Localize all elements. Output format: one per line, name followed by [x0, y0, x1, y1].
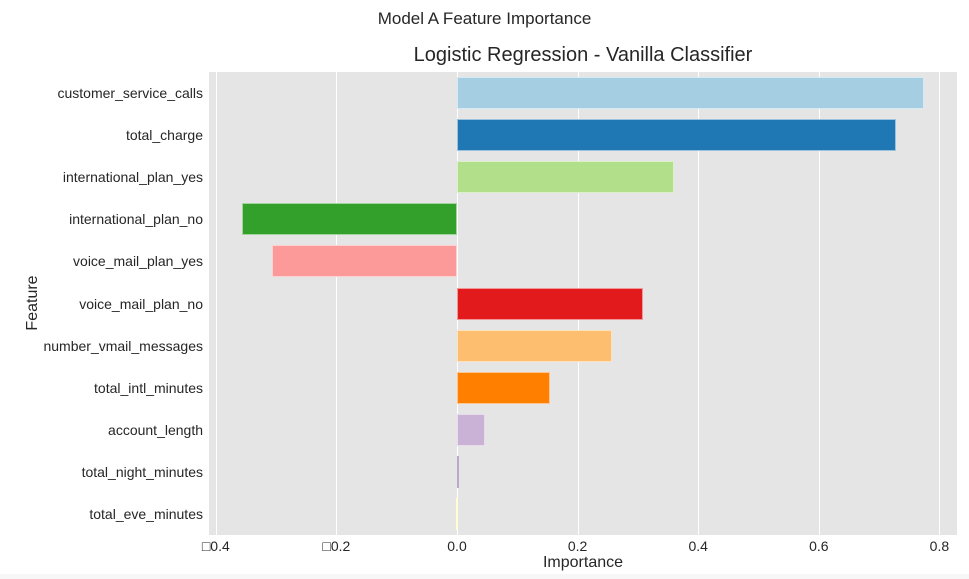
y-tick-label: total_charge	[125, 127, 203, 144]
y-tick-label: voice_mail_plan_yes	[73, 253, 203, 270]
y-tick-label: international_plan_yes	[62, 169, 203, 186]
bar-voice-mail-plan-yes	[271, 245, 457, 278]
bar-international-plan-no	[241, 203, 457, 236]
y-tick-label: total_night_minutes	[81, 463, 203, 480]
gridline	[939, 72, 940, 535]
x-tick-label: 0.2	[567, 538, 588, 554]
x-tick-label: 0.0	[447, 538, 467, 554]
gridline	[698, 72, 699, 535]
gridline	[216, 72, 217, 535]
bar-international-plan-yes	[457, 161, 675, 194]
chart-title: Logistic Regression - Vanilla Classifier	[413, 44, 753, 66]
bar-total-charge	[457, 119, 896, 152]
figure-suptitle: Model A Feature Importance	[377, 9, 592, 28]
y-tick-label: total_eve_minutes	[89, 505, 203, 522]
x-tick-label: 0.4	[688, 538, 708, 554]
y-tick-label: voice_mail_plan_no	[79, 295, 203, 312]
y-tick-label: account_length	[108, 421, 203, 438]
x-tick-label: □0.2	[322, 538, 351, 554]
y-tick-label: number_vmail_messages	[43, 337, 203, 354]
bar-total-eve-minutes	[455, 497, 458, 530]
y-axis-label: Feature	[24, 275, 41, 331]
bar-total-night-minutes	[457, 455, 459, 488]
y-tick-label: customer_service_calls	[57, 85, 204, 102]
gridline	[336, 72, 337, 535]
bar-account-length	[457, 413, 485, 446]
x-tick-label: 0.8	[929, 538, 950, 554]
gridline	[819, 72, 820, 535]
x-tick-label: □0.4	[201, 538, 230, 554]
bar-number-vmail-messages	[457, 329, 612, 362]
figure-bottom-margin	[0, 574, 969, 579]
bar-total-intl-minutes	[457, 371, 550, 404]
bar-customer-service-calls	[457, 77, 924, 110]
y-tick-label: international_plan_no	[69, 211, 203, 228]
bar-voice-mail-plan-no	[457, 287, 643, 320]
x-tick-label: 0.6	[809, 538, 829, 554]
x-axis-label: Importance	[542, 554, 624, 571]
y-tick-label: total_intl_minutes	[94, 379, 203, 396]
plot-area	[209, 72, 957, 535]
